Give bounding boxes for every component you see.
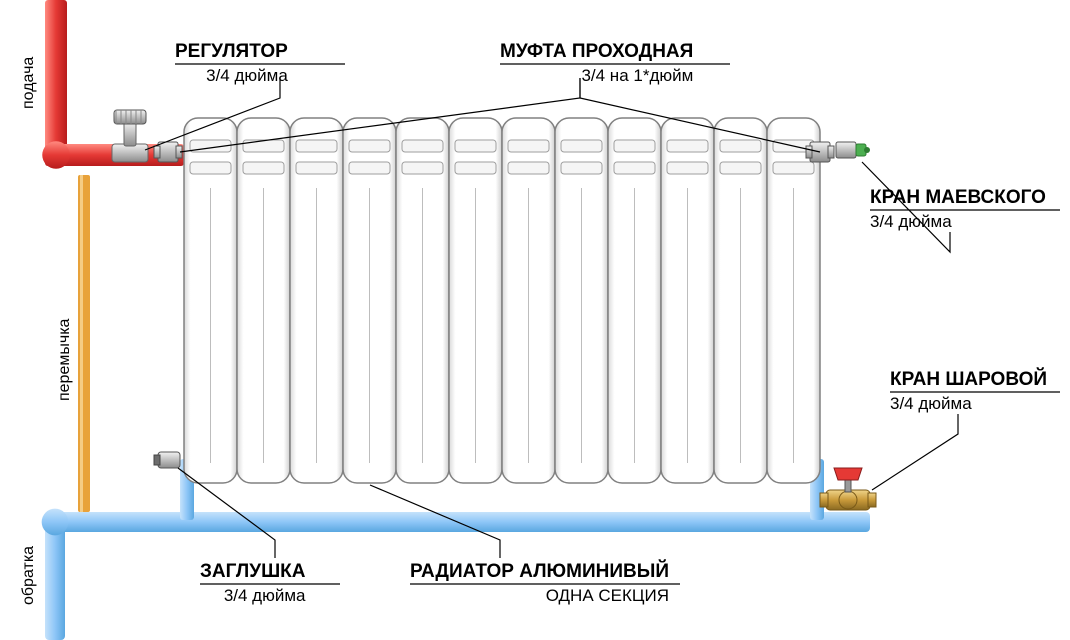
label-ball-title: КРАН ШАРОВОЙ xyxy=(890,368,1047,393)
diagram-stage: РЕГУЛЯТОР 3/4 дюйма МУФТА ПРОХОДНАЯ 3/4 … xyxy=(0,0,1070,640)
label-mayevsky-title: КРАН МАЕВСКОГО xyxy=(870,186,1046,211)
label-regulator: РЕГУЛЯТОР 3/4 дюйма xyxy=(175,40,288,87)
label-plug-sub: 3/4 дюйма xyxy=(200,585,305,607)
pipe-label-supply: подача xyxy=(20,38,38,128)
label-coupling: МУФТА ПРОХОДНАЯ 3/4 на 1*дюйм xyxy=(500,40,693,87)
label-radiator: РАДИАТОР АЛЮМИНИВЫЙ ОДНА СЕКЦИЯ xyxy=(410,560,669,607)
label-coupling-sub: 3/4 на 1*дюйм xyxy=(500,65,693,87)
label-radiator-title: РАДИАТОР АЛЮМИНИВЫЙ xyxy=(410,560,669,585)
label-regulator-title: РЕГУЛЯТОР xyxy=(175,40,288,65)
label-ball-sub: 3/4 дюйма xyxy=(890,393,1047,415)
radiator-layer xyxy=(184,118,820,483)
label-coupling-title: МУФТА ПРОХОДНАЯ xyxy=(500,40,693,65)
pipe-label-return: обратка xyxy=(20,520,38,630)
label-radiator-sub: ОДНА СЕКЦИЯ xyxy=(410,585,669,607)
label-plug: ЗАГЛУШКА 3/4 дюйма xyxy=(200,560,305,607)
label-regulator-sub: 3/4 дюйма xyxy=(175,65,288,87)
label-ball-valve: КРАН ШАРОВОЙ 3/4 дюйма xyxy=(890,368,1047,415)
label-plug-title: ЗАГЛУШКА xyxy=(200,560,305,585)
label-mayevsky-sub: 3/4 дюйма xyxy=(870,211,1046,233)
pipe-label-bypass: перемычка xyxy=(56,280,74,440)
diagram-svg xyxy=(0,0,1070,640)
label-mayevsky: КРАН МАЕВСКОГО 3/4 дюйма xyxy=(870,186,1046,233)
